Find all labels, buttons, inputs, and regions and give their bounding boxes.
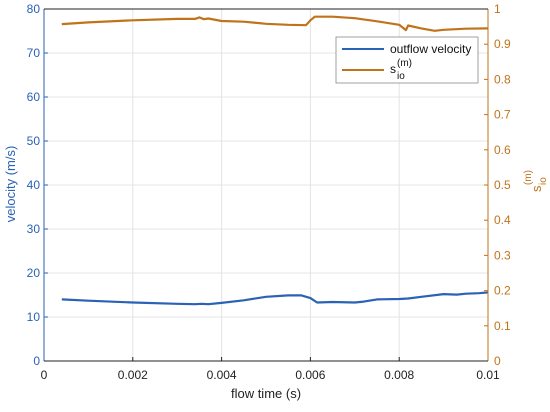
right-tick-label-2: 0.2 <box>494 284 511 298</box>
axes <box>43 8 489 362</box>
right-y-axis-label-sup: (m) <box>523 170 534 185</box>
legend: outflow velocity s (m) io <box>335 36 479 84</box>
x-tick-label-5: 0.01 <box>476 368 500 382</box>
x-tick-label-1: 0.002 <box>118 368 148 382</box>
left-tick-label-6: 60 <box>27 90 41 104</box>
x-tick-label-2: 0.004 <box>207 368 237 382</box>
left-tick-label-0: 0 <box>33 354 40 368</box>
left-tick-label-7: 70 <box>27 46 41 60</box>
x-tick-label-3: 0.006 <box>295 368 325 382</box>
plot-lines <box>61 15 489 306</box>
legend-label-s-io-m-sup: (m) <box>397 58 412 69</box>
right-tick-label-3: 0.3 <box>494 248 511 262</box>
right-tick-label-4: 0.4 <box>494 213 511 227</box>
right-tick-label-7: 0.7 <box>494 108 511 122</box>
right-tick-label-8: 0.8 <box>494 72 511 86</box>
legend-box <box>335 36 479 84</box>
right-tick-label-10: 1 <box>494 2 501 16</box>
left-tick-label-5: 50 <box>27 134 41 148</box>
right-y-axis-label-base: s <box>529 185 544 192</box>
left-tick-label-1: 10 <box>27 310 41 324</box>
right-y-axis-label: s (m) io <box>523 170 549 192</box>
left-tick-label-2: 20 <box>27 266 41 280</box>
right-tick-label-6: 0.6 <box>494 143 511 157</box>
tick-labels: 0 0.002 0.004 0.006 0.008 0.01010203040506070… <box>27 2 511 382</box>
series-line-outflow-velocity <box>61 291 489 306</box>
x-tick-label-0: 0 <box>41 368 48 382</box>
right-tick-label-0: 0 <box>494 354 501 368</box>
legend-label-s-io-m-base: s <box>390 62 396 76</box>
legend-label-s-io-m-sub: io <box>397 71 405 82</box>
right-tick-label-1: 0.1 <box>494 319 511 333</box>
right-tick-label-5: 0.5 <box>494 178 511 192</box>
left-tick-label-3: 30 <box>27 222 41 236</box>
x-tick-label-4: 0.008 <box>384 368 414 382</box>
left-y-axis-label: velocity (m/s) <box>3 146 18 223</box>
series-line-s-io-m <box>61 15 489 32</box>
x-axis-label: flow time (s) <box>231 386 301 401</box>
right-y-axis-label-sub: io <box>538 177 549 185</box>
right-tick-label-9: 0.9 <box>494 37 511 51</box>
left-tick-label-8: 80 <box>27 2 41 16</box>
legend-label-outflow-velocity: outflow velocity <box>390 42 471 56</box>
left-tick-label-4: 40 <box>27 178 41 192</box>
